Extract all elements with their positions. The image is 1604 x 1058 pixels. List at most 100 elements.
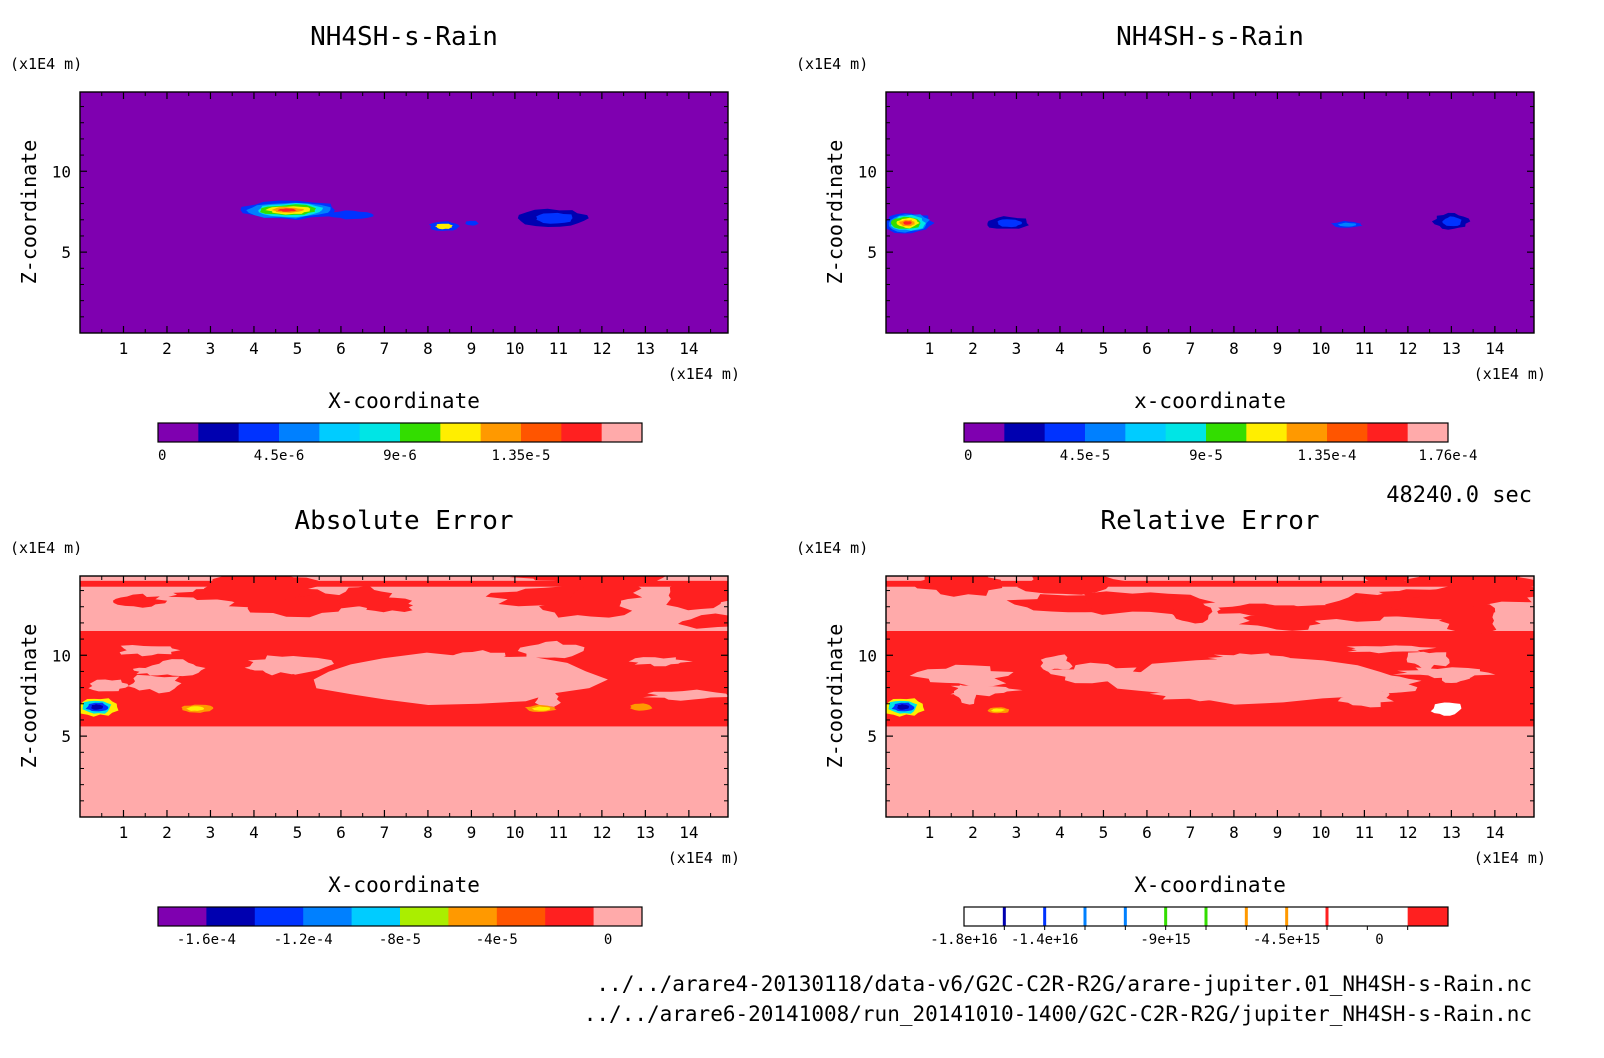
colorbar-cell xyxy=(601,423,643,442)
error-patch xyxy=(127,674,182,694)
x-tick-label: 4 xyxy=(1055,823,1065,842)
error-patch xyxy=(313,652,608,705)
x-tick-label: 8 xyxy=(423,339,433,358)
x-tick-label: 13 xyxy=(1442,823,1461,842)
x-tick-label: 12 xyxy=(592,823,611,842)
colorbar-cell xyxy=(400,907,449,926)
colorbar-label: -1.2e-4 xyxy=(274,932,333,948)
x-tick-label: 4 xyxy=(249,339,259,358)
colorbar-cell xyxy=(1367,423,1409,442)
error-patch xyxy=(539,593,633,618)
x-tick-label: 1 xyxy=(119,339,129,358)
x-tick-label: 10 xyxy=(1311,339,1330,358)
x-tick-label: 9 xyxy=(1273,823,1283,842)
error-patch xyxy=(249,659,305,676)
contour-region xyxy=(531,706,551,711)
colorbar-label: 0 xyxy=(964,448,972,464)
contour-region xyxy=(1430,702,1462,716)
contour-region xyxy=(896,704,910,710)
y-axis-label: Z-coordinate xyxy=(823,624,847,769)
colorbar: 0 4.5e-5 9e-5 1.35e-4 1.76e-4 xyxy=(963,422,1478,464)
x-tick-label: 7 xyxy=(380,339,390,358)
contour-region xyxy=(903,221,912,225)
contour-region xyxy=(90,704,104,710)
x-tick-label: 2 xyxy=(968,823,978,842)
contour-region xyxy=(328,210,374,220)
contour-region xyxy=(435,223,453,230)
x-tick-label: 1 xyxy=(925,823,935,842)
x-unit-label: (x1E4 m) xyxy=(668,849,740,867)
colorbar-cell xyxy=(1286,423,1328,442)
error-patch xyxy=(517,640,585,659)
colorbar-label: -4.5e+15 xyxy=(1253,932,1320,948)
x-tick-label: 1 xyxy=(119,823,129,842)
colorbar-cell xyxy=(1004,423,1046,442)
y-tick-label: 5 xyxy=(61,727,71,746)
error-patch xyxy=(509,576,641,583)
x-tick-label: 13 xyxy=(636,823,655,842)
colorbar-cell xyxy=(206,907,256,926)
colorbar-cell xyxy=(1085,423,1126,442)
colorbar-cell xyxy=(158,907,207,926)
x-tick-label: 14 xyxy=(679,339,698,358)
error-patch xyxy=(112,593,168,608)
colorbar-label: -1.4e+16 xyxy=(1011,932,1078,948)
x-tick-label: 14 xyxy=(1485,823,1504,842)
contour-region xyxy=(1337,222,1357,227)
source-file-2: ../../arare6-20141008/run_20141010-1400/… xyxy=(584,1002,1532,1026)
colorbar: -1.6e-4 -1.2e-4 -8e-5 -4e-5 0 xyxy=(157,906,643,948)
colorbar-label: -1.8e+16 xyxy=(930,932,997,948)
contour-region xyxy=(536,212,573,224)
colorbar-cell xyxy=(1327,423,1368,442)
colorbar-cell xyxy=(351,907,401,926)
y-axis-label: Z-coordinate xyxy=(17,140,41,285)
plot-frame xyxy=(885,91,1535,334)
error-patch xyxy=(1417,582,1534,606)
colorbar-cell xyxy=(359,423,401,442)
panel-bottom-right: Relative Error (x1E4 m) (x1E4 m) X-coord… xyxy=(796,506,1546,948)
error-patch xyxy=(360,597,414,613)
x-axis-label: X-coordinate xyxy=(328,873,480,897)
x-tick-label: 6 xyxy=(336,339,346,358)
y-unit-label: (x1E4 m) xyxy=(796,539,868,557)
y-tick-label: 10 xyxy=(52,162,71,181)
x-tick-label: 5 xyxy=(1099,823,1109,842)
y-tick-label: 10 xyxy=(52,646,71,665)
y-unit-label: (x1E4 m) xyxy=(10,539,82,557)
colorbar-frame xyxy=(963,906,1449,927)
error-patch xyxy=(1268,601,1424,622)
colorbar-cell xyxy=(400,423,441,442)
colorbar: -1.8e+16 -1.4e+16 -9e+15 -4.5e+15 0 xyxy=(930,906,1449,948)
x-tick-label: 8 xyxy=(1229,339,1239,358)
x-tick-label: 5 xyxy=(293,823,303,842)
colorbar-cell xyxy=(561,423,603,442)
contour-region xyxy=(630,703,653,711)
y-unit-label: (x1E4 m) xyxy=(10,55,82,73)
colorbar-cell xyxy=(198,423,240,442)
contour-region xyxy=(465,220,479,226)
error-patch xyxy=(1168,597,1213,624)
y-tick-label: 10 xyxy=(858,162,877,181)
contour-region xyxy=(186,706,205,711)
colorbar-label: 0 xyxy=(158,448,166,464)
error-patch xyxy=(88,679,129,692)
error-patch xyxy=(534,689,561,710)
panel-bottom-left: Absolute Error (x1E4 m) (x1E4 m) X-coord… xyxy=(10,506,740,948)
plot-background xyxy=(80,92,728,333)
colorbar-frame xyxy=(157,906,643,927)
colorbar-label: -4e-5 xyxy=(476,932,518,948)
colorbar-label: 9e-5 xyxy=(1189,448,1223,464)
x-tick-label: 11 xyxy=(549,339,568,358)
error-patch xyxy=(1406,651,1450,669)
error-patch xyxy=(80,580,728,587)
colorbar-cell xyxy=(1125,423,1167,442)
error-patch xyxy=(950,685,1023,697)
plot-frame xyxy=(885,575,1535,818)
x-tick-label: 10 xyxy=(505,823,524,842)
x-tick-label: 13 xyxy=(1442,339,1461,358)
x-tick-label: 11 xyxy=(1355,339,1374,358)
x-tick-label: 8 xyxy=(1229,823,1239,842)
